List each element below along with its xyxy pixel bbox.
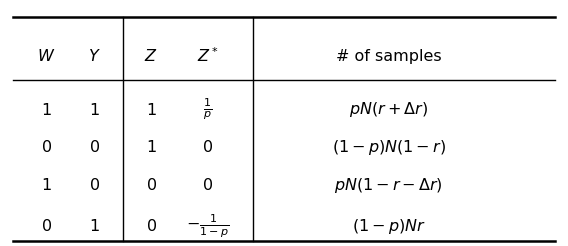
Text: $-\frac{1}{1-p}$: $-\frac{1}{1-p}$ bbox=[186, 213, 229, 240]
Text: $pN(r+\Delta r)$: $pN(r+\Delta r)$ bbox=[349, 100, 428, 119]
Text: $0$: $0$ bbox=[202, 177, 213, 193]
Text: $Z^*$: $Z^*$ bbox=[197, 47, 219, 65]
Text: $0$: $0$ bbox=[145, 177, 157, 193]
Text: $1$: $1$ bbox=[89, 218, 100, 234]
Text: $0$: $0$ bbox=[145, 218, 157, 234]
Text: $1$: $1$ bbox=[41, 102, 52, 118]
Text: $1$: $1$ bbox=[146, 139, 157, 155]
Text: $Z$: $Z$ bbox=[144, 48, 158, 64]
Text: $0$: $0$ bbox=[41, 218, 52, 234]
Text: $W$: $W$ bbox=[37, 48, 56, 64]
Text: $0$: $0$ bbox=[202, 139, 213, 155]
Text: $0$: $0$ bbox=[89, 139, 100, 155]
Text: $1$: $1$ bbox=[146, 102, 157, 118]
Text: $1$: $1$ bbox=[41, 177, 52, 193]
Text: $0$: $0$ bbox=[41, 139, 52, 155]
Text: $pN(1-r-\Delta r)$: $pN(1-r-\Delta r)$ bbox=[334, 176, 443, 195]
Text: # of samples: # of samples bbox=[336, 49, 441, 64]
Text: $0$: $0$ bbox=[89, 177, 100, 193]
Text: $1$: $1$ bbox=[89, 102, 100, 118]
Text: $(1-p)Nr$: $(1-p)Nr$ bbox=[352, 217, 425, 236]
Text: $(1-p)N(1-r)$: $(1-p)N(1-r)$ bbox=[332, 138, 445, 157]
Text: $Y$: $Y$ bbox=[88, 48, 101, 64]
Text: $\frac{1}{p}$: $\frac{1}{p}$ bbox=[203, 97, 212, 123]
